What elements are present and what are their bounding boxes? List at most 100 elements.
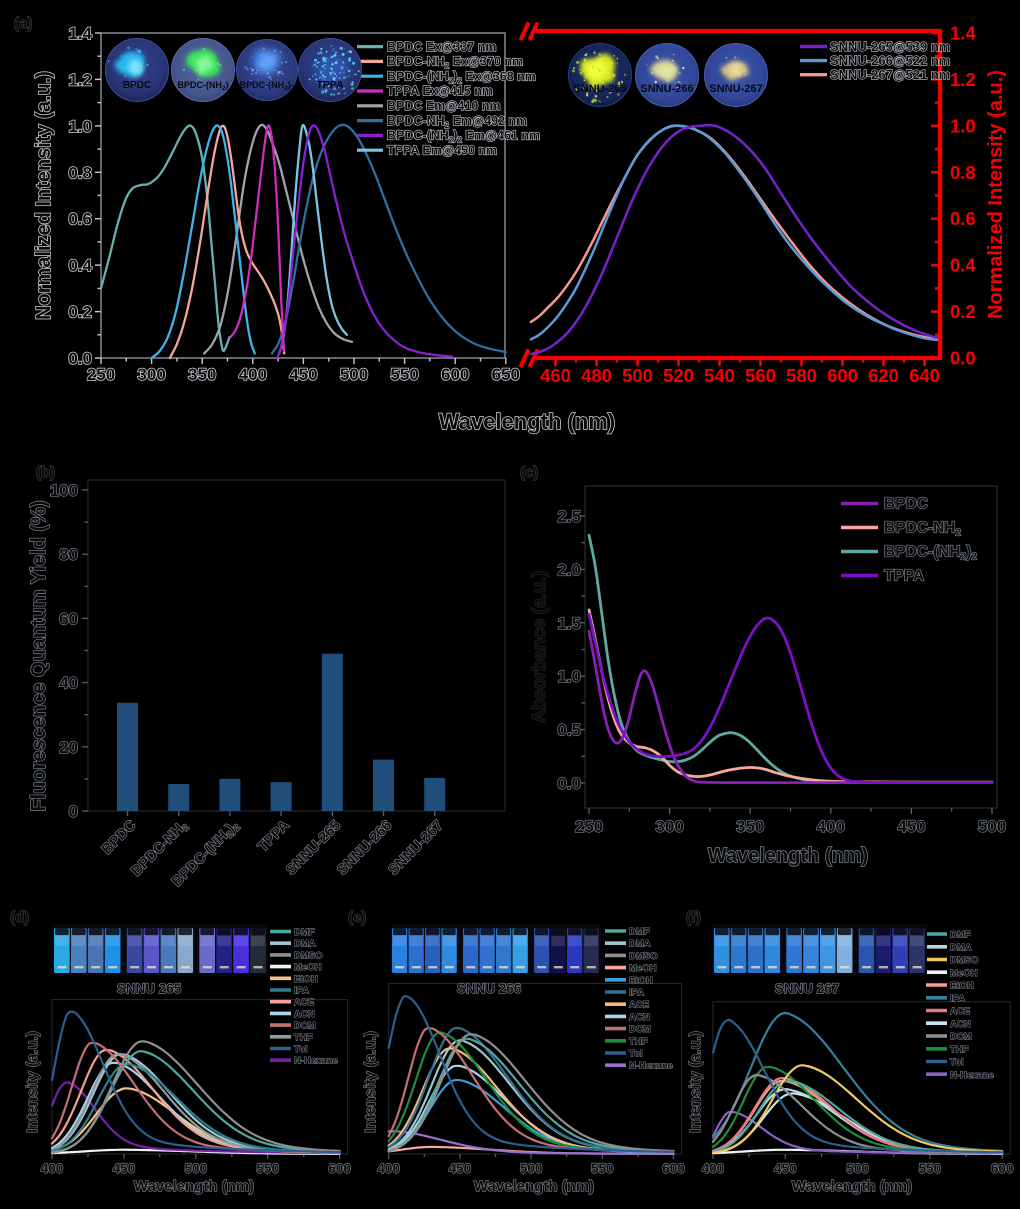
- svg-text:MeOH: MeOH: [629, 963, 657, 974]
- svg-text:BPDC: BPDC: [884, 496, 928, 513]
- svg-text:450: 450: [897, 817, 925, 836]
- svg-text:TPPA Em@450 nm: TPPA Em@450 nm: [387, 143, 497, 157]
- svg-text:ACN: ACN: [629, 1012, 650, 1023]
- svg-text:MeOH: MeOH: [294, 962, 322, 973]
- svg-text:Fluorescence Quantum Yield (%): Fluorescence Quantum Yield (%): [28, 500, 50, 811]
- svg-text:Wavelength (nm): Wavelength (nm): [474, 1178, 594, 1195]
- svg-text:2.5: 2.5: [557, 507, 581, 526]
- svg-text:0.0: 0.0: [68, 349, 92, 368]
- svg-text:IPA: IPA: [294, 986, 309, 997]
- svg-text:550: 550: [591, 1161, 614, 1176]
- svg-text:80: 80: [59, 545, 78, 564]
- svg-text:580: 580: [786, 365, 817, 386]
- svg-text:0.8: 0.8: [68, 163, 92, 182]
- svg-text:0.6: 0.6: [68, 210, 92, 229]
- svg-text:ACE: ACE: [629, 1000, 649, 1011]
- svg-text:1.0: 1.0: [557, 667, 581, 686]
- svg-text:N-Hexane: N-Hexane: [950, 1070, 994, 1081]
- svg-text:DMA: DMA: [629, 939, 651, 950]
- svg-text:IPA: IPA: [950, 993, 965, 1004]
- svg-text:500: 500: [520, 1161, 543, 1176]
- svg-text:SNNU-265: SNNU-265: [573, 83, 626, 95]
- svg-text:BPDC-(NH2): BPDC-(NH2): [177, 80, 228, 92]
- svg-text:100: 100: [50, 481, 78, 500]
- svg-text:400: 400: [377, 1161, 400, 1176]
- svg-text:BPDC-(NH2)2: BPDC-(NH2)2: [240, 80, 295, 92]
- svg-text:SNNU-265@539 nm: SNNU-265@539 nm: [830, 39, 950, 54]
- svg-text:550: 550: [919, 1161, 942, 1176]
- svg-text:600: 600: [328, 1161, 351, 1176]
- svg-text:620: 620: [868, 365, 899, 386]
- svg-text:650: 650: [492, 365, 520, 384]
- svg-text:SNNU 265: SNNU 265: [117, 981, 182, 996]
- svg-text:1.0: 1.0: [950, 115, 976, 136]
- svg-text:DMF: DMF: [294, 927, 315, 938]
- svg-text:Wavelength (nm): Wavelength (nm): [439, 409, 615, 434]
- svg-text:DCM: DCM: [294, 1021, 316, 1032]
- svg-text:(d): (d): [10, 909, 29, 926]
- svg-text:DCM: DCM: [950, 1032, 972, 1043]
- svg-text:500: 500: [846, 1161, 869, 1176]
- svg-text:BPDC Em@410 nm: BPDC Em@410 nm: [387, 99, 501, 113]
- svg-text:600: 600: [441, 365, 469, 384]
- svg-text:250: 250: [87, 365, 115, 384]
- svg-text:DMF: DMF: [629, 927, 650, 938]
- svg-text:BPDC Ex@337 nm: BPDC Ex@337 nm: [387, 40, 496, 54]
- svg-text:Normalized Intensity (a.u.): Normalized Intensity (a.u.): [985, 70, 1007, 319]
- svg-text:1.2: 1.2: [68, 70, 92, 89]
- svg-text:350: 350: [736, 817, 764, 836]
- svg-text:0.5: 0.5: [557, 721, 581, 740]
- svg-text:300: 300: [137, 365, 165, 384]
- svg-text:0.2: 0.2: [950, 301, 976, 322]
- svg-text:N-Hexane: N-Hexane: [294, 1056, 338, 1067]
- svg-text:480: 480: [581, 365, 612, 386]
- svg-text:(e): (e): [348, 909, 366, 926]
- svg-text:1.2: 1.2: [950, 69, 976, 90]
- svg-text:500: 500: [978, 817, 1006, 836]
- svg-text:500: 500: [340, 365, 368, 384]
- svg-text:DMSO: DMSO: [950, 955, 979, 966]
- svg-text:BPDC-(NH2)2 Em@461 nm: BPDC-(NH2)2 Em@461 nm: [387, 129, 540, 145]
- svg-text:40: 40: [59, 674, 78, 693]
- svg-text:SNNU 267: SNNU 267: [775, 981, 840, 996]
- svg-text:Tol: Tol: [950, 1057, 964, 1068]
- svg-text:0.4: 0.4: [68, 256, 92, 275]
- svg-text:Normalized Intensity (a.u.): Normalized Intensity (a.u.): [33, 71, 55, 320]
- svg-text:Intensity (a.u.): Intensity (a.u.): [687, 1031, 704, 1133]
- svg-text:BPDC-NH2 Ex@370 nm: BPDC-NH2 Ex@370 nm: [387, 55, 523, 71]
- svg-text:SNNU-266: SNNU-266: [640, 83, 693, 95]
- svg-text:460: 460: [540, 365, 571, 386]
- svg-text:250: 250: [575, 817, 603, 836]
- svg-text:0.6: 0.6: [950, 208, 976, 229]
- svg-text:(f): (f): [686, 909, 701, 926]
- svg-text:550: 550: [390, 365, 418, 384]
- svg-text:0.2: 0.2: [68, 303, 92, 322]
- svg-text:EtOH: EtOH: [950, 981, 974, 992]
- svg-text:BPDC: BPDC: [123, 80, 151, 91]
- svg-text:400: 400: [41, 1161, 64, 1176]
- svg-text:Absorbance (a.u.): Absorbance (a.u.): [529, 571, 549, 723]
- svg-text:MeOH: MeOH: [950, 968, 978, 979]
- svg-text:20: 20: [59, 738, 78, 757]
- svg-text:560: 560: [745, 365, 776, 386]
- svg-text:Intensity (a.u.): Intensity (a.u.): [24, 1031, 41, 1133]
- svg-text:ACN: ACN: [950, 1019, 971, 1030]
- svg-text:600: 600: [827, 365, 858, 386]
- svg-text:350: 350: [188, 365, 216, 384]
- svg-text:1.0: 1.0: [68, 117, 92, 136]
- svg-text:640: 640: [909, 365, 940, 386]
- svg-text:0.4: 0.4: [950, 255, 976, 276]
- svg-text:BPDC-(NH2)2 Ex@368 nm: BPDC-(NH2)2 Ex@368 nm: [387, 69, 536, 85]
- svg-text:540: 540: [704, 365, 735, 386]
- svg-text:Wavelength (nm): Wavelength (nm): [708, 845, 868, 867]
- svg-text:TPPA: TPPA: [316, 79, 344, 91]
- svg-text:520: 520: [663, 365, 694, 386]
- svg-text:(b): (b): [36, 464, 55, 481]
- svg-text:450: 450: [289, 365, 317, 384]
- svg-text:SNNU-267: SNNU-267: [709, 83, 762, 95]
- svg-text:Tol: Tol: [629, 1049, 643, 1060]
- svg-text:THF: THF: [294, 1032, 313, 1043]
- svg-text:N-Hexane: N-Hexane: [629, 1061, 673, 1072]
- svg-text:(c): (c): [520, 464, 538, 481]
- svg-text:0: 0: [69, 802, 78, 821]
